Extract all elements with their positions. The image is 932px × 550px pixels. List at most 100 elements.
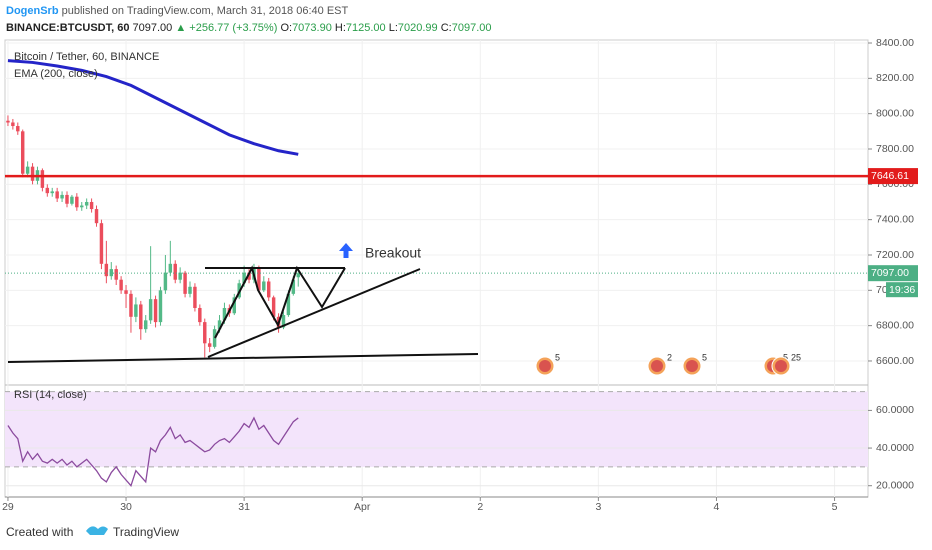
x-tick-label: 29 — [2, 501, 14, 513]
countdown-tag — [886, 282, 918, 298]
candle-body — [119, 279, 123, 291]
candle-body — [114, 269, 118, 280]
rsi-line — [7, 416, 299, 487]
candle-body — [203, 322, 207, 344]
candle-body — [257, 267, 261, 291]
ohlc-value: 7073.90 — [292, 22, 332, 34]
candle-body — [143, 320, 148, 330]
candle-body — [207, 343, 212, 347]
candle-body — [163, 272, 168, 291]
y-tick-label: 60.0000 — [876, 404, 914, 416]
legend-rsi: RSI (14, close) — [14, 389, 87, 401]
event-label: 2 — [667, 352, 672, 362]
event-flag — [686, 360, 698, 372]
quote-line: BINANCE:BTCUSDT, 60 7097.00 ▲ +256.77 (+… — [6, 22, 492, 34]
candle-body — [286, 293, 291, 316]
event-label: 5 — [783, 352, 788, 362]
candle-body — [60, 194, 64, 199]
legend-title: Bitcoin / Tether, 60, BINANCE — [14, 51, 159, 63]
candle-body — [55, 191, 59, 199]
event-label: 5 — [555, 352, 560, 362]
price: 7097.00 — [133, 22, 173, 34]
y-tick-label: 40.0000 — [876, 442, 914, 454]
candle-body — [158, 290, 163, 323]
candle-body — [84, 201, 89, 206]
x-tick-label: 4 — [714, 501, 720, 513]
candle-body — [281, 315, 286, 328]
footer-text: Created with — [6, 525, 73, 539]
arrow-icon — [339, 243, 353, 258]
candle-body — [217, 320, 222, 330]
event-flag — [539, 360, 551, 372]
x-tick-label: 2 — [477, 501, 483, 513]
candle-body — [222, 307, 227, 321]
candle-body — [188, 286, 192, 294]
candle-body — [134, 304, 138, 317]
candle-body — [232, 297, 237, 314]
ohlc-value: 7020.99 — [398, 22, 438, 34]
event-flag — [775, 360, 787, 372]
ohlc-value: 7125.00 — [346, 22, 386, 34]
footer-brand: TradingView — [113, 525, 179, 539]
candle-body — [104, 263, 109, 277]
candle-body — [40, 170, 45, 188]
candle-body — [296, 273, 300, 278]
candle-body — [20, 131, 25, 174]
candle-body — [70, 196, 74, 204]
candle-body — [124, 290, 128, 294]
y-tick-label: 6600.00 — [876, 355, 914, 367]
y-tick-label: 6800.00 — [876, 319, 914, 331]
candle-body — [99, 223, 104, 264]
candle-body — [25, 166, 30, 174]
ohlc-label: L: — [389, 22, 398, 34]
last-price-label: 7097.00 — [871, 267, 909, 279]
change: ▲ +256.77 (+3.75%) — [175, 22, 277, 34]
candle-body — [266, 281, 271, 298]
ema-line — [7, 59, 299, 156]
last-price-tag — [868, 265, 918, 282]
brand-logo — [86, 526, 108, 535]
x-tick-label: Apr — [354, 501, 371, 513]
y-tick-label: 8000.00 — [876, 107, 914, 119]
y-tick-label: 8200.00 — [876, 72, 914, 84]
header-line: DogenSrb published on TradingView.com, M… — [6, 5, 348, 17]
x-tick-label: 3 — [595, 501, 601, 513]
published: published on TradingView.com, March 31, … — [62, 5, 349, 17]
event-flag — [651, 360, 663, 372]
ohlc-label: O: — [280, 22, 292, 34]
candle-body — [6, 120, 10, 123]
event-label: 25 — [791, 352, 801, 362]
candle-body — [94, 209, 99, 224]
ohlc-label: H: — [335, 22, 346, 34]
candle-body — [212, 329, 217, 347]
candle-body — [198, 307, 202, 323]
candle-body — [183, 272, 187, 294]
plot: 293031Apr23456600.006800.007000.007200.0… — [2, 37, 918, 513]
candle-body — [262, 281, 266, 291]
candle-body — [129, 293, 133, 317]
candle-body — [45, 187, 50, 194]
candle-body — [109, 269, 113, 277]
support-trendline — [207, 268, 421, 358]
author: DogenSrb — [6, 5, 59, 17]
candle-body — [291, 279, 296, 294]
candle-body — [11, 122, 15, 127]
x-tick-label: 31 — [238, 501, 250, 513]
candle-body — [80, 205, 84, 208]
countdown-label: 19:36 — [889, 284, 915, 296]
annotation: Breakout — [365, 245, 421, 261]
y-tick-label: 20.0000 — [876, 479, 914, 491]
base-line — [7, 353, 479, 363]
candle-body — [153, 299, 158, 323]
candle-body — [50, 191, 54, 194]
drawings — [7, 265, 479, 363]
event-label: 5 — [702, 352, 707, 362]
rsi-band — [5, 391, 868, 467]
candle-body — [173, 263, 177, 280]
y-tick-label: 7800.00 — [876, 143, 914, 155]
y-tick-label: 8400.00 — [876, 37, 914, 49]
x-tick-label: 5 — [832, 501, 838, 513]
ohlc-label: C: — [441, 22, 452, 34]
candle-body — [139, 304, 143, 330]
